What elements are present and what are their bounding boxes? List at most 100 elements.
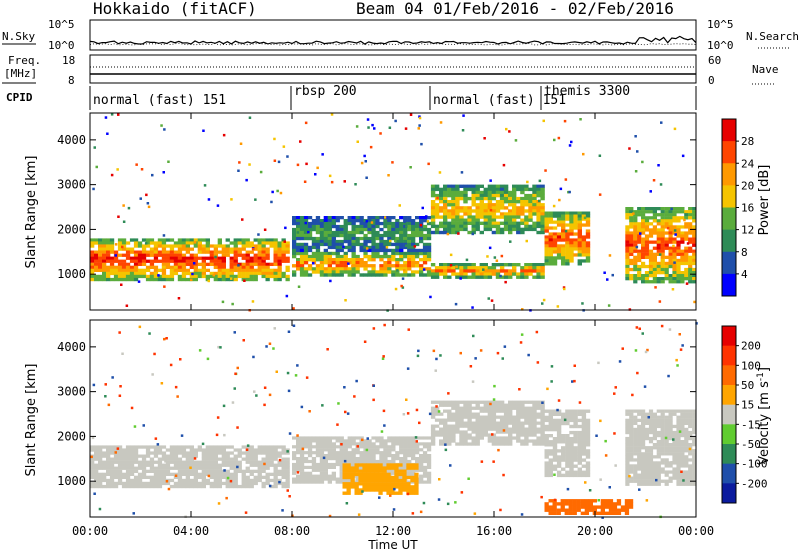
echo-cell (360, 264, 364, 267)
echo-cell (379, 243, 383, 246)
echo-cell (443, 225, 447, 228)
echo-cell (512, 425, 516, 428)
echo-cell (344, 442, 348, 445)
echo-cell (312, 270, 316, 273)
echo-cell (672, 434, 676, 437)
echo-cell (524, 401, 528, 404)
echo-cell (336, 481, 340, 484)
echo-cell (641, 213, 645, 216)
echo-cell (657, 461, 661, 464)
echo-cell (328, 442, 332, 445)
noise-right-tick-top: 10^5 (707, 18, 734, 31)
echo-cell (292, 237, 296, 240)
echo-cell (455, 191, 459, 194)
echo-cell (270, 473, 274, 476)
echo-cell (512, 212, 516, 215)
echo-cell (476, 428, 480, 431)
echo-cell (336, 436, 340, 439)
echo-cell (492, 231, 496, 234)
echo-cell (246, 470, 250, 473)
echo-cell (214, 476, 218, 479)
echo-cell (545, 452, 549, 455)
echo-speck (389, 494, 392, 497)
echo-cell (665, 458, 669, 461)
echo-cell (472, 200, 476, 203)
echo-speck (90, 456, 93, 459)
echo-cell (645, 477, 649, 480)
echo-cell (540, 263, 544, 266)
echo-cell (238, 248, 242, 251)
echo-cell (316, 246, 320, 249)
echo-cell (520, 206, 524, 209)
echo-cell (102, 254, 106, 257)
echo-cell (363, 454, 367, 457)
echo-cell (680, 234, 684, 237)
echo-cell (352, 237, 356, 240)
echo-cell (352, 273, 356, 276)
echo-cell (94, 485, 98, 488)
echo-cell (324, 225, 328, 228)
echo-cell (439, 266, 443, 269)
echo-cell (336, 216, 340, 219)
echo-cell (154, 257, 158, 260)
echo-cell (557, 244, 561, 247)
echo-cell (419, 216, 423, 219)
echo-cell (360, 451, 364, 454)
echo-cell (282, 275, 286, 278)
echo-cell (419, 478, 423, 481)
echo-cell (549, 241, 553, 244)
echo-cell (150, 470, 154, 473)
echo-cell (569, 215, 573, 218)
echo-cell (586, 455, 590, 458)
echo-cell (629, 480, 633, 483)
echo-speck (460, 352, 463, 355)
echo-cell (383, 243, 387, 246)
echo-cell (162, 272, 166, 275)
echo-cell (649, 222, 653, 225)
echo-cell (356, 264, 360, 267)
echo-speck (461, 491, 464, 494)
echo-cell (641, 422, 645, 425)
echo-cell (443, 272, 447, 275)
echo-cell (504, 219, 508, 222)
echo-cell (661, 440, 665, 443)
echo-cell (549, 253, 553, 256)
echo-cell (472, 269, 476, 272)
echo-cell (665, 464, 669, 467)
echo-cell (178, 241, 182, 244)
echo-cell (274, 263, 278, 266)
echo-cell (134, 269, 138, 272)
echo-cell (363, 451, 367, 454)
echo-speck (654, 286, 657, 289)
echo-cell (569, 440, 573, 443)
echo-cell (641, 207, 645, 210)
echo-cell (688, 207, 692, 210)
echo-cell (300, 457, 304, 460)
echo-cell (569, 465, 573, 468)
echo-cell (528, 419, 532, 422)
echo-cell (214, 451, 218, 454)
echo-cell (427, 472, 431, 475)
echo-cell (586, 468, 590, 471)
echo-cell (282, 451, 286, 454)
echo-cell (106, 448, 110, 451)
echo-cell (657, 241, 661, 244)
echo-cell (625, 502, 629, 505)
echo-cell (296, 252, 300, 255)
echo-speck (199, 462, 202, 465)
echo-cell (190, 482, 194, 485)
echo-cell (565, 416, 569, 419)
echo-cell (332, 216, 336, 219)
echo-cell (500, 263, 504, 266)
echo-cell (118, 254, 122, 257)
echo-cell (266, 266, 270, 269)
echo-cell (451, 194, 455, 197)
echo-cell (142, 269, 146, 272)
echo-cell (206, 263, 210, 266)
echo-cell (625, 210, 629, 213)
echo-cell (387, 270, 391, 273)
echo-cell (669, 253, 673, 256)
echo-cell (296, 219, 300, 222)
echo-cell (467, 263, 471, 266)
echo-cell (520, 228, 524, 231)
